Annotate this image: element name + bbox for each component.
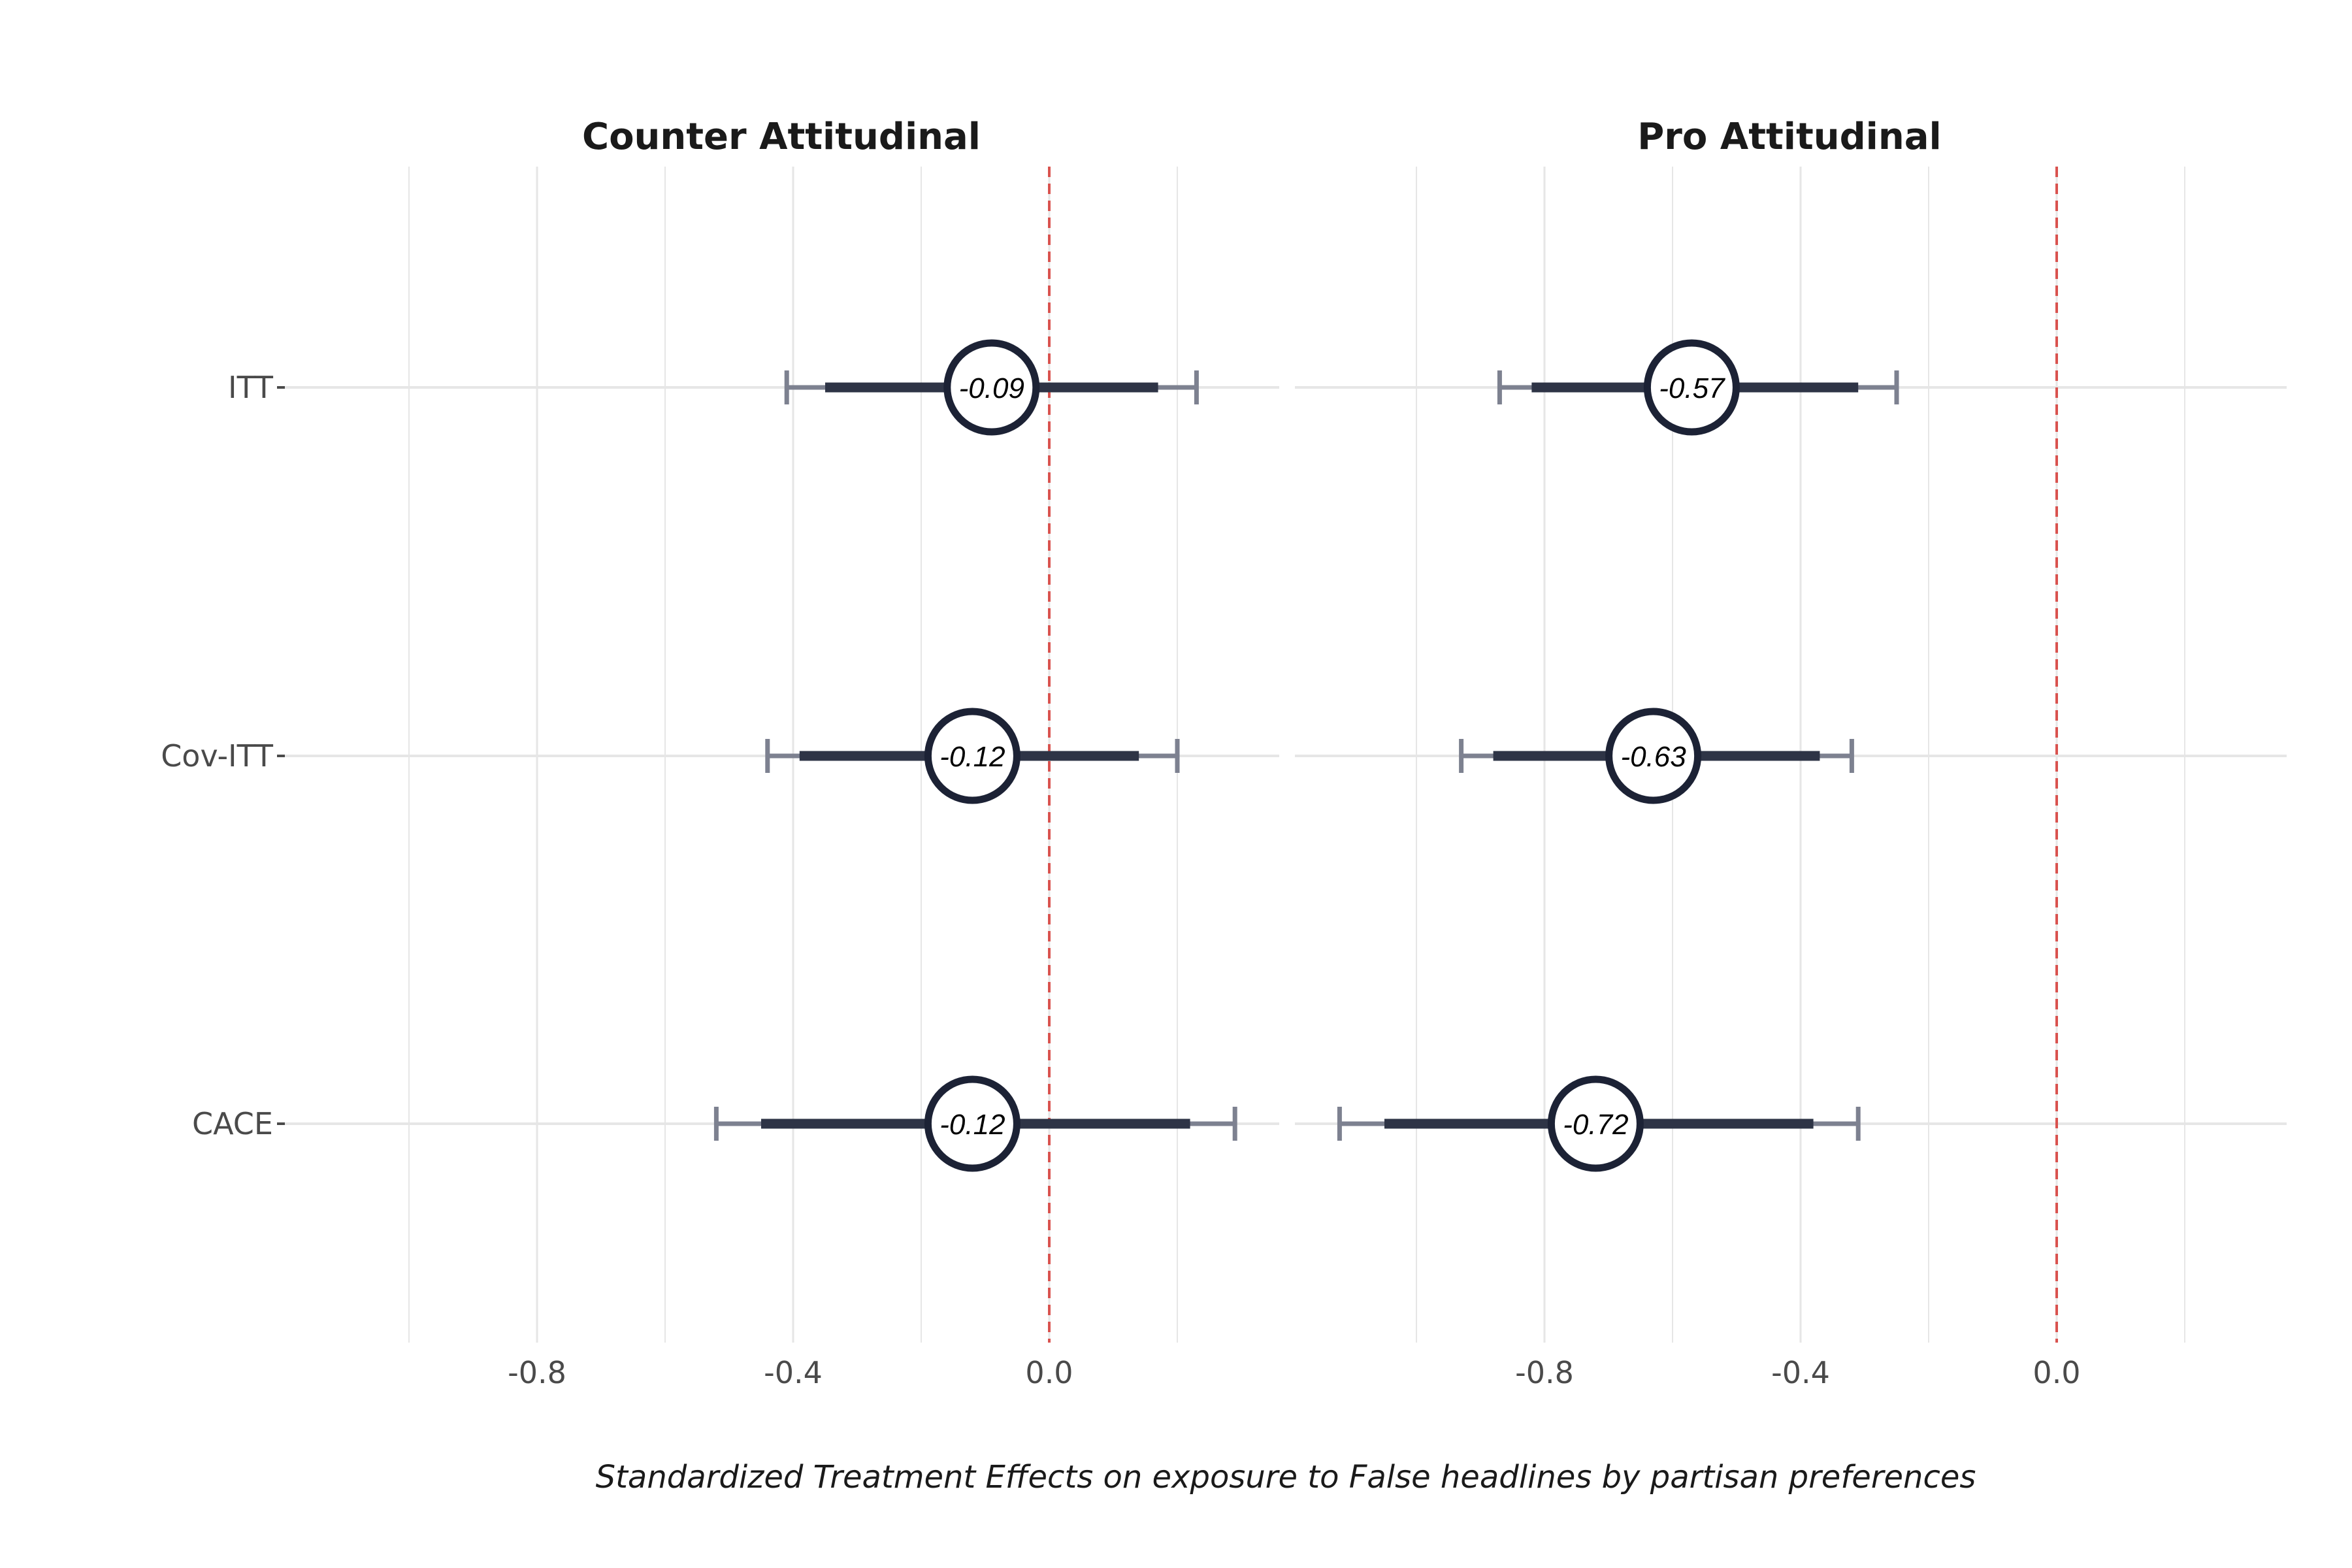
estimate-label: -0.09: [959, 372, 1024, 404]
estimate-label: -0.12: [939, 1109, 1005, 1141]
estimate-point: [924, 708, 1021, 804]
estimate-layer: -0.09 -0.12 -0.12 -0.57 -0.63 -0.72: [924, 339, 1740, 1172]
estimate-label: -0.12: [939, 741, 1005, 773]
axis-layer: -0.8 -0.4 0.0 -0.8 -0.4 0.0 ITT Cov-ITT CACE: [161, 370, 2080, 1390]
x-tick-label: -0.4: [764, 1355, 823, 1390]
estimate-label: -0.72: [1563, 1109, 1628, 1141]
panel-title-layer: Counter Attitudinal Pro Attitudinal: [582, 116, 1942, 158]
x-tick-label: -0.4: [1771, 1355, 1830, 1390]
x-axis-label: Standardized Treatment Effects on exposu…: [596, 1459, 1976, 1495]
y-tick-label: Cov-ITT: [161, 738, 274, 774]
panel-title: Counter Attitudinal: [582, 116, 981, 158]
panel-title: Pro Attitudinal: [1637, 116, 1941, 158]
x-tick-label: 0.0: [1025, 1355, 1073, 1390]
estimate-label: -0.57: [1659, 372, 1725, 404]
x-tick-label: -0.8: [1515, 1355, 1574, 1390]
estimate-point: [1643, 339, 1740, 436]
estimate-point: [924, 1075, 1021, 1172]
estimate-point: [1605, 708, 1702, 804]
x-tick-label: 0.0: [2033, 1355, 2080, 1390]
estimate-label: -0.63: [1620, 741, 1686, 773]
y-tick-label: ITT: [228, 370, 274, 405]
x-tick-label: -0.8: [508, 1355, 566, 1390]
estimate-point: [943, 339, 1040, 436]
estimate-point: [1547, 1075, 1644, 1172]
y-tick-label: CACE: [192, 1106, 273, 1141]
